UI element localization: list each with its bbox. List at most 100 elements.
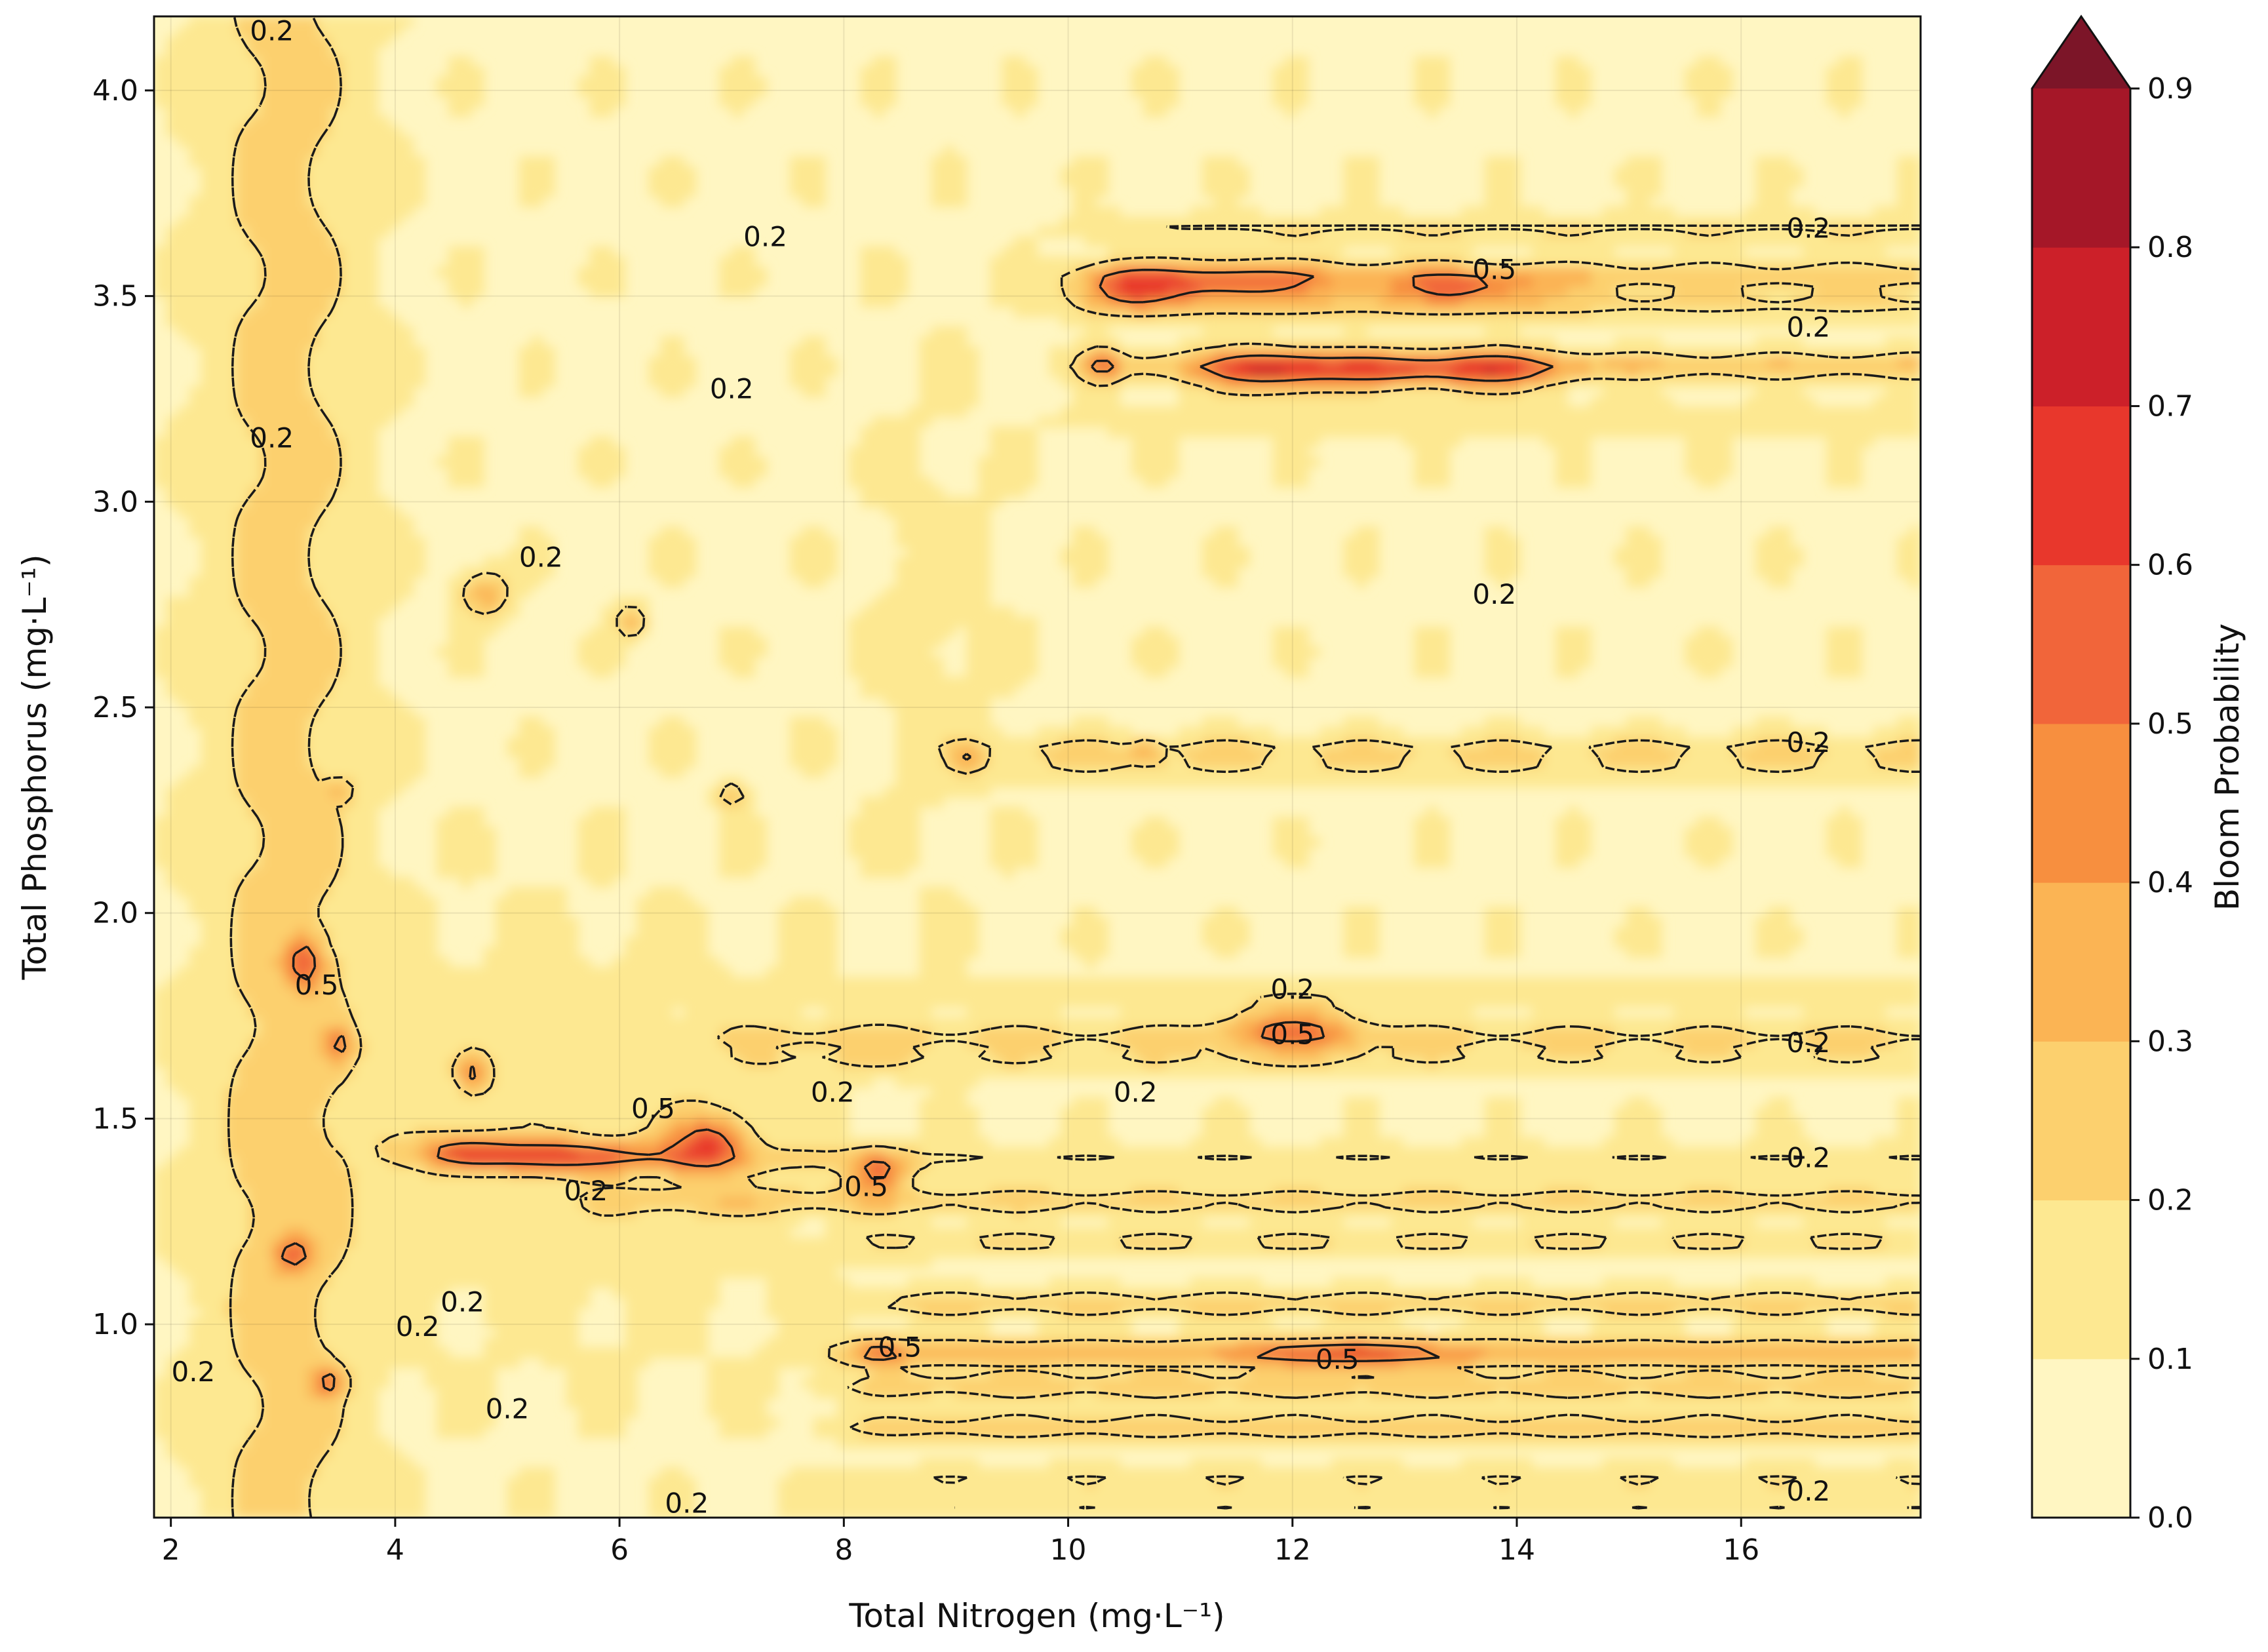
field-cell: [496, 1247, 508, 1258]
field-cell: [166, 1227, 178, 1238]
field-cell: [1426, 1367, 1438, 1378]
field-cell: [1343, 1397, 1356, 1408]
field-cell: [1190, 1487, 1203, 1499]
field-cell: [330, 1497, 343, 1508]
field-cell: [1579, 1467, 1592, 1478]
field-cell: [1838, 1217, 1850, 1228]
field-cell: [413, 1307, 425, 1318]
field-cell: [813, 1327, 826, 1338]
field-cell: [1179, 1377, 1191, 1388]
field-cell: [1885, 1377, 1898, 1388]
field-cell: [1096, 1317, 1108, 1328]
field-cell: [1661, 1277, 1674, 1288]
field-cell: [189, 1327, 202, 1338]
field-cell: [813, 1277, 826, 1288]
field-cell: [260, 1237, 273, 1248]
field-cell: [837, 1477, 850, 1488]
field-cell: [577, 1417, 591, 1428]
field-cell: [1720, 1147, 1733, 1158]
field-cell: [1249, 1167, 1262, 1178]
field-cell: [1673, 1397, 1686, 1408]
field-cell: [283, 1097, 296, 1108]
field-cell: [212, 1127, 225, 1138]
field-cell: [1308, 1307, 1321, 1318]
field-cell: [1897, 1247, 1909, 1258]
field-cell: [1803, 1327, 1815, 1338]
field-cell: [1096, 1277, 1108, 1288]
field-cell: [1579, 1417, 1592, 1428]
field-cell: [330, 1447, 343, 1458]
field-cell: [212, 1297, 225, 1308]
field-cell: [1202, 1467, 1215, 1478]
field-cell: [330, 1207, 343, 1218]
field-cell: [1437, 1177, 1450, 1188]
field-cell: [354, 1467, 366, 1478]
field-cell: [895, 1187, 909, 1198]
field-cell: [1555, 1377, 1568, 1388]
field-cell: [448, 1427, 461, 1438]
field-cell: [437, 1227, 449, 1238]
field-cell: [554, 1327, 567, 1338]
field-cell: [1226, 1247, 1238, 1258]
field-cell: [1508, 1167, 1521, 1178]
field-cell: [212, 1447, 225, 1458]
field-cell: [1649, 1497, 1662, 1508]
field-cell: [1744, 1427, 1757, 1438]
field-cell: [1013, 1417, 1026, 1428]
field-cell: [1167, 1497, 1179, 1508]
field-cell: [342, 1457, 355, 1468]
field-cell: [1685, 1167, 1698, 1178]
field-cell: [1155, 1397, 1167, 1408]
field-cell: [248, 1287, 261, 1298]
field-cell: [236, 1397, 249, 1408]
field-cell: [1002, 1427, 1015, 1438]
field-cell: [248, 1327, 261, 1338]
field-cell: [1378, 1357, 1392, 1368]
field-cell: [1202, 1167, 1215, 1178]
field-cell: [460, 1417, 473, 1428]
field-cell: [1049, 1347, 1062, 1358]
field-cell: [861, 1437, 873, 1448]
field-cell: [1744, 1377, 1757, 1388]
field-cell: [1167, 1437, 1179, 1448]
field-cell: [177, 1177, 190, 1188]
field-cell: [448, 1217, 461, 1228]
field-cell: [224, 1457, 237, 1468]
field-cell: [542, 1297, 555, 1308]
field-cell: [283, 1347, 296, 1358]
field-cell: [1096, 1427, 1108, 1438]
field-cell: [1237, 1297, 1250, 1308]
field-cell: [895, 1477, 909, 1488]
field-cell: [507, 1357, 520, 1368]
field-cell: [1284, 1467, 1297, 1478]
field-cell: [1767, 1227, 1780, 1238]
field-cell: [943, 1317, 956, 1328]
field-cell: [271, 1167, 284, 1178]
field-cell: [636, 1337, 650, 1348]
field-cell: [484, 1347, 496, 1358]
field-cell: [1532, 1417, 1544, 1428]
field-cell: [1084, 1377, 1097, 1388]
field-cell: [1732, 1437, 1745, 1448]
field-cell: [389, 1297, 402, 1308]
field-cell: [1461, 1367, 1474, 1378]
field-cell: [1343, 1227, 1356, 1238]
field-cell: [613, 1377, 626, 1388]
field-cell: [212, 1167, 225, 1178]
field-cell: [1803, 1457, 1815, 1468]
field-cell: [201, 1227, 214, 1238]
field-cell: [1237, 1177, 1250, 1188]
field-cell: [1661, 1287, 1674, 1298]
field-cell: [636, 1237, 650, 1248]
field-cell: [1061, 1337, 1073, 1348]
field-cell: [236, 1097, 249, 1108]
field-cell: [1120, 1327, 1132, 1338]
field-cell: [1249, 1297, 1262, 1308]
field-cell: [1661, 1327, 1674, 1338]
field-cell: [1897, 1277, 1909, 1288]
field-cell: [1013, 1297, 1026, 1308]
field-cell: [554, 1257, 567, 1268]
field-cell: [1272, 1387, 1285, 1398]
field-cell: [236, 1167, 249, 1178]
field-cell: [919, 1467, 932, 1478]
